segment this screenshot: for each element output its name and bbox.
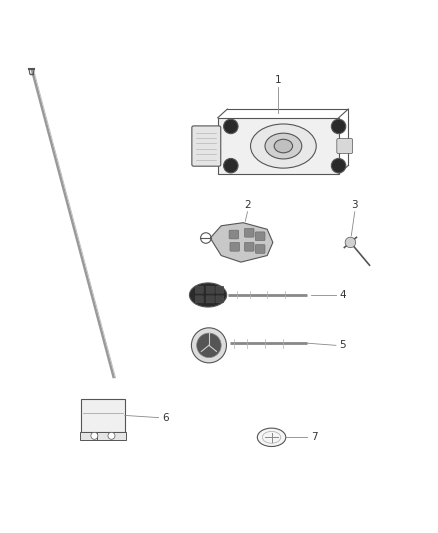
FancyBboxPatch shape: [97, 432, 126, 440]
Circle shape: [332, 119, 346, 134]
Text: 4: 4: [339, 290, 346, 300]
FancyBboxPatch shape: [81, 399, 125, 432]
Text: 5: 5: [339, 341, 346, 350]
FancyBboxPatch shape: [229, 230, 239, 239]
FancyBboxPatch shape: [195, 296, 203, 303]
Circle shape: [191, 328, 226, 363]
Circle shape: [197, 333, 221, 358]
FancyBboxPatch shape: [337, 139, 353, 154]
FancyBboxPatch shape: [195, 286, 203, 293]
FancyBboxPatch shape: [216, 296, 224, 303]
FancyBboxPatch shape: [244, 229, 254, 237]
Text: 2: 2: [244, 199, 251, 209]
FancyBboxPatch shape: [255, 245, 265, 253]
FancyBboxPatch shape: [206, 286, 214, 293]
FancyBboxPatch shape: [80, 432, 109, 440]
FancyBboxPatch shape: [206, 296, 214, 303]
Circle shape: [91, 432, 98, 439]
FancyBboxPatch shape: [218, 118, 339, 174]
Ellipse shape: [257, 428, 286, 447]
Text: 1: 1: [275, 75, 282, 85]
Ellipse shape: [251, 124, 316, 168]
Polygon shape: [210, 223, 273, 262]
FancyBboxPatch shape: [244, 243, 254, 251]
FancyBboxPatch shape: [230, 243, 240, 251]
Text: 3: 3: [351, 199, 358, 209]
Ellipse shape: [189, 283, 227, 307]
Ellipse shape: [265, 133, 302, 159]
Circle shape: [224, 119, 238, 134]
Circle shape: [108, 432, 115, 439]
Ellipse shape: [274, 139, 293, 153]
FancyBboxPatch shape: [216, 286, 224, 293]
Text: 7: 7: [311, 432, 318, 442]
Circle shape: [345, 237, 356, 248]
FancyBboxPatch shape: [192, 126, 221, 166]
FancyBboxPatch shape: [255, 232, 265, 241]
Circle shape: [332, 158, 346, 173]
Circle shape: [224, 158, 238, 173]
Text: 6: 6: [162, 413, 169, 423]
